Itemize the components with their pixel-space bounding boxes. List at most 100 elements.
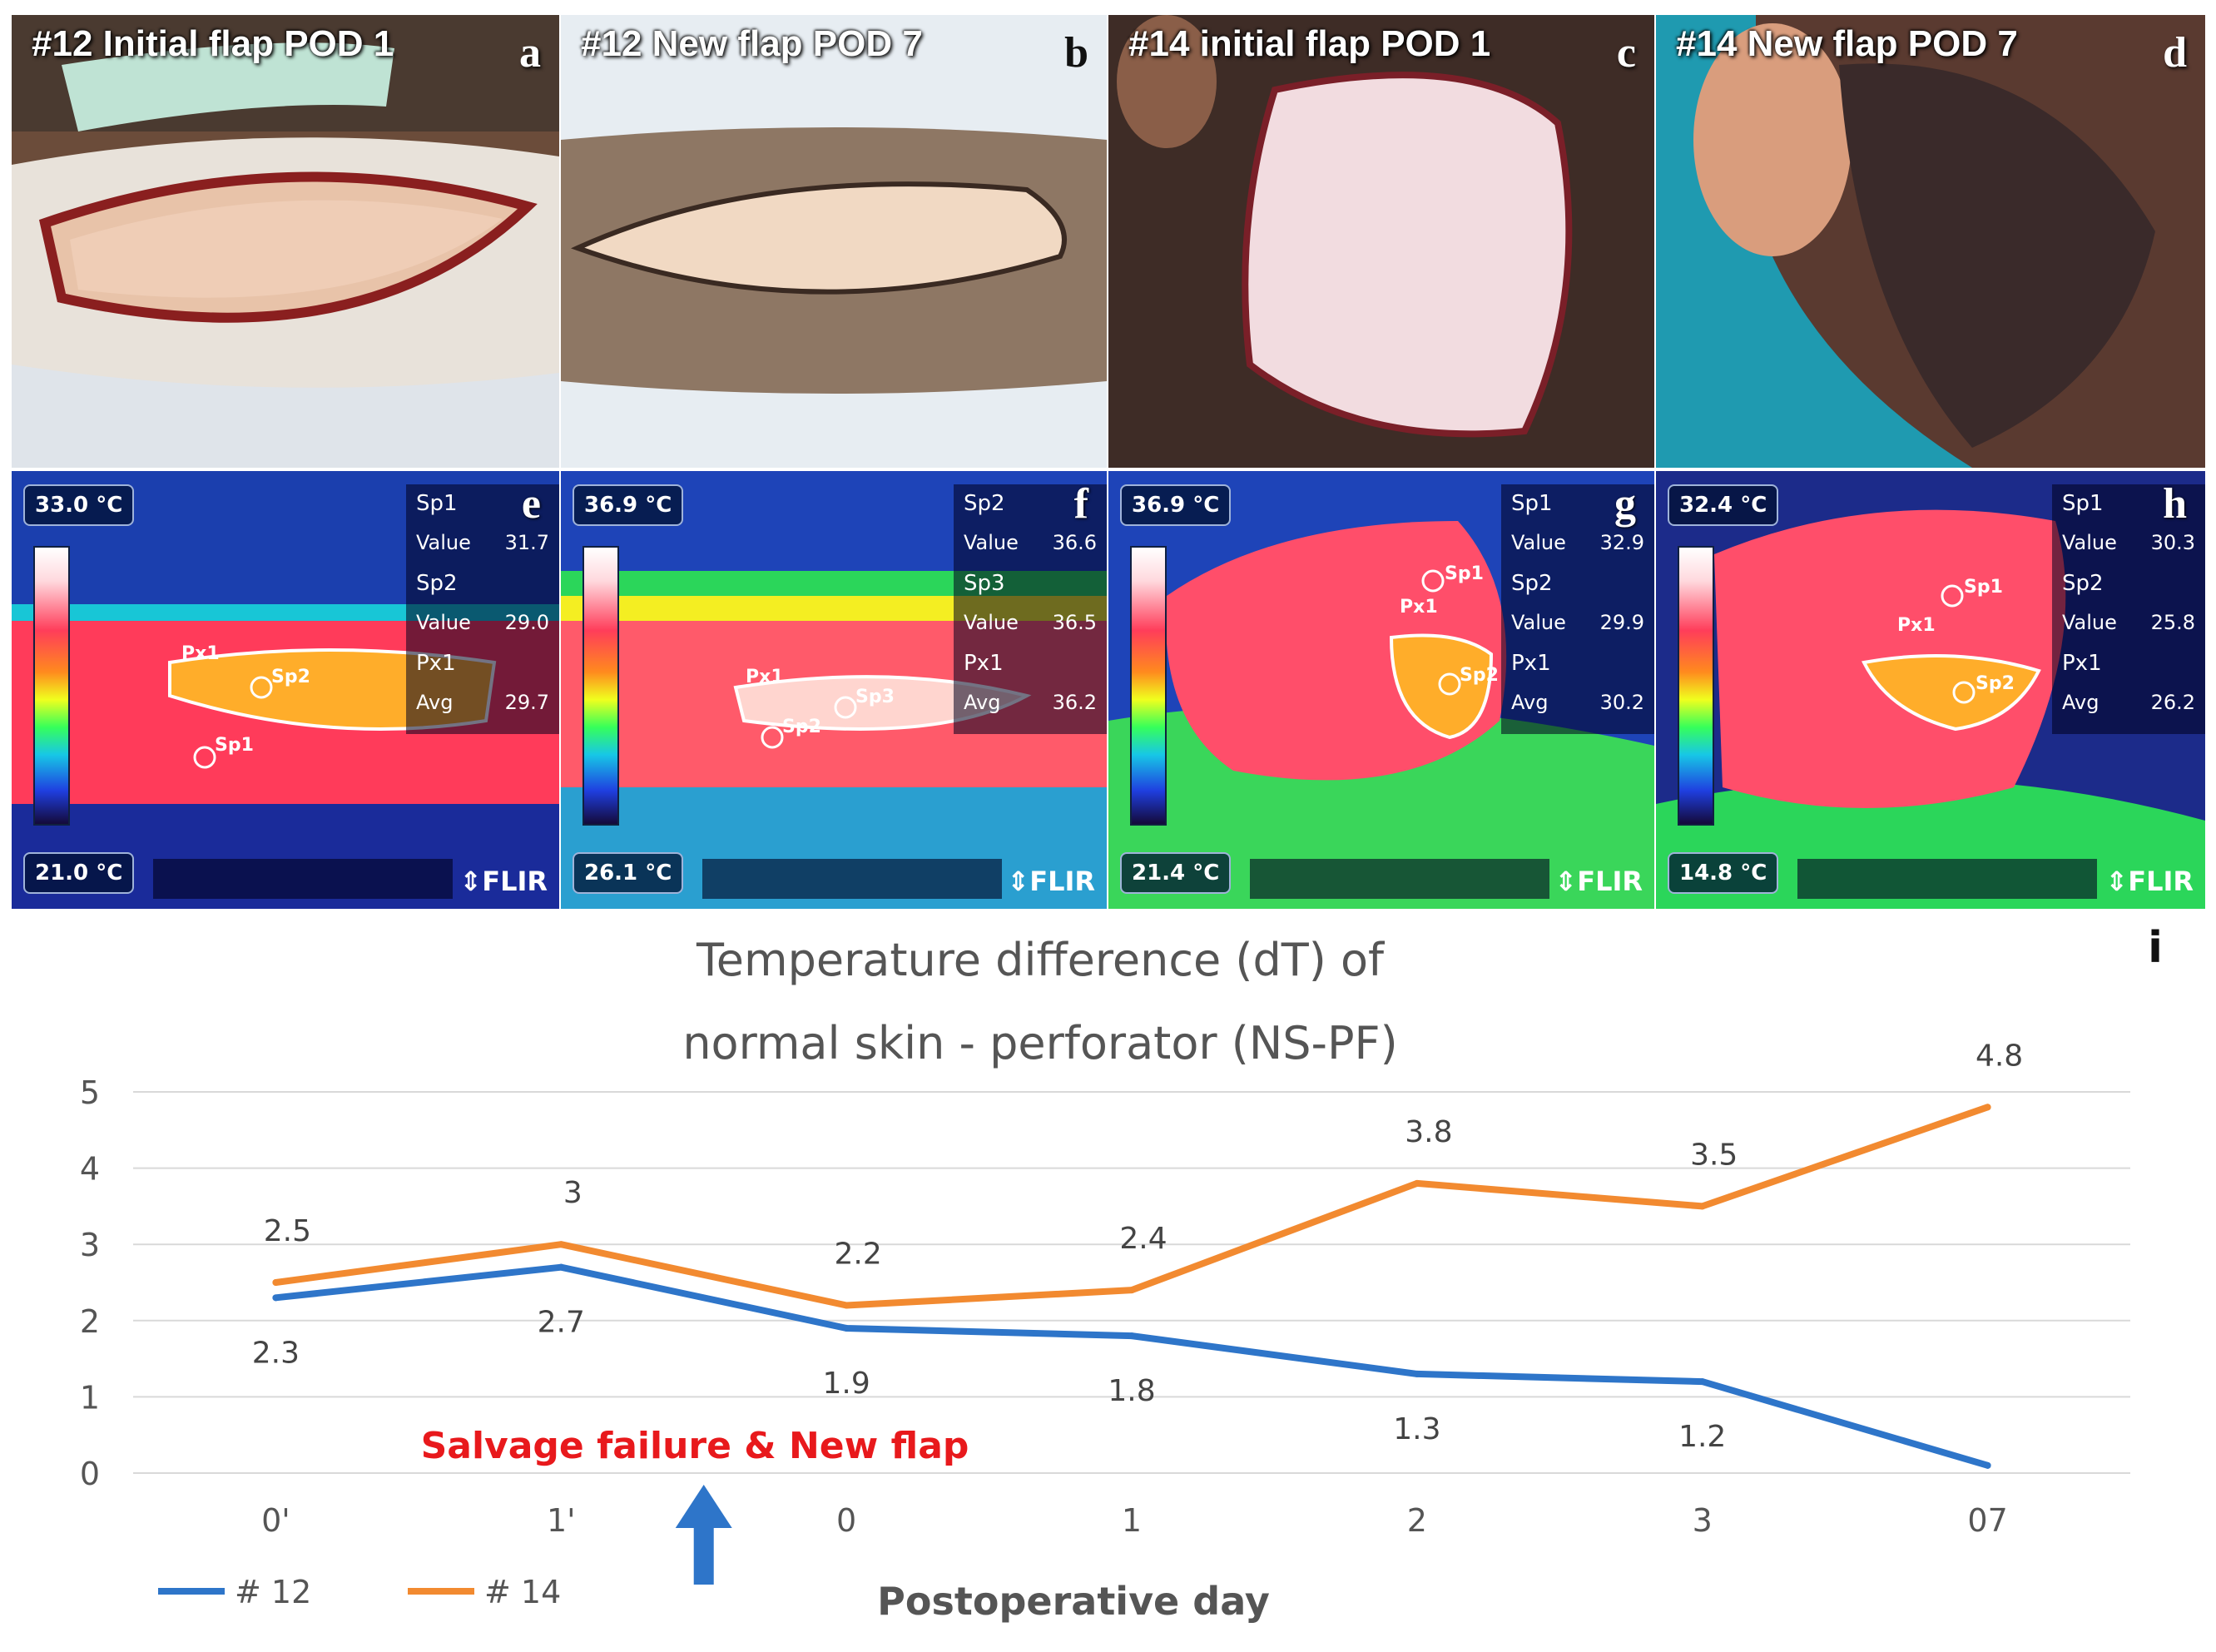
- min-temp: 26.1 °C: [573, 852, 684, 894]
- readout-label: Value: [964, 611, 1019, 634]
- measurement-readout: Sp1 Value 31.7 Sp2 Value 29.0 Px1 Avg 29.7: [406, 484, 559, 734]
- readout-label-sp2: Sp2: [2062, 571, 2104, 596]
- arrow-head: [675, 1485, 732, 1528]
- flap-photo-face-mesh: [1656, 15, 2205, 468]
- x-tick-label: 0: [836, 1502, 856, 1539]
- readout-label-sp1: Sp1: [1511, 491, 1553, 516]
- flap-photo-forearm: [12, 15, 559, 468]
- readout-value: 30.3: [2150, 531, 2195, 554]
- panel-letter: e: [521, 480, 541, 528]
- readout-label: Value: [1511, 611, 1566, 634]
- panel-letter: b: [1064, 29, 1088, 77]
- readout-value: 31.7: [504, 531, 549, 554]
- panel-title: #14 New flap POD 7: [1676, 23, 2018, 64]
- marker-px1: Px1: [746, 667, 784, 687]
- histogram: [1250, 859, 1549, 899]
- data-label: 3: [563, 1176, 583, 1210]
- photo-panel-b: #12 New flap POD 7 b: [561, 15, 1107, 468]
- data-point: [272, 1279, 280, 1286]
- readout-value: 29.7: [504, 691, 549, 714]
- readout-label: Avg: [964, 691, 1001, 714]
- color-scale: [33, 546, 70, 826]
- marker-sp3: Sp3: [855, 687, 895, 707]
- data-point: [843, 1302, 850, 1309]
- legend-label: # 14: [484, 1574, 561, 1610]
- readout-label: Avg: [1511, 691, 1549, 714]
- readout-row: Value 36.6: [964, 531, 1097, 554]
- measurement-readout: Sp1 Value 30.3 Sp2 Value 25.8 Px1 Avg 26.2: [2052, 484, 2205, 734]
- panel-letter: d: [2163, 29, 2187, 77]
- readout-label-px1: Px1: [1511, 651, 1551, 676]
- data-point: [1128, 1287, 1135, 1294]
- readout-value: 30.2: [1599, 691, 1644, 714]
- marker-sp2: Sp2: [782, 717, 821, 737]
- panel-title: #12 New flap POD 7: [581, 23, 923, 64]
- marker-px1: Px1: [1897, 615, 1936, 636]
- data-label: 4.8: [1976, 1039, 2023, 1073]
- data-point: [558, 1241, 565, 1248]
- panel-letter: i: [2148, 923, 2163, 973]
- data-label: 1.2: [1678, 1420, 1726, 1454]
- readout-label: Value: [2062, 531, 2117, 554]
- panel-letter: c: [1616, 29, 1636, 77]
- data-label: 1.3: [1393, 1412, 1440, 1446]
- thermal-panel-h: Px1 Sp1 Sp2 32.4 °C 14.8 °C Sp1 Value 30.…: [1656, 471, 2205, 909]
- readout-value: 25.8: [2150, 611, 2195, 634]
- readout-label-sp2: Sp2: [964, 491, 1005, 516]
- thermal-panel-g: Px1 Sp1 Sp2 36.9 °C 21.4 °C Sp1 Value 32.…: [1108, 471, 1654, 909]
- panel-letter: a: [519, 29, 541, 77]
- chart-title-line-2: normal skin - perforator (NS-PF): [682, 1017, 1397, 1069]
- marker-px1: Px1: [1400, 597, 1438, 618]
- readout-value: 29.0: [504, 611, 549, 634]
- data-label: 2.5: [264, 1214, 311, 1248]
- readout-label-sp3: Sp3: [964, 571, 1005, 596]
- readout-row: Avg 30.2: [1511, 691, 1644, 714]
- photo-panel-d: #14 New flap POD 7 d: [1656, 15, 2205, 468]
- data-label: 1.8: [1108, 1374, 1155, 1408]
- readout-row: Avg 29.7: [416, 691, 549, 714]
- x-tick-label: 2: [1407, 1502, 1427, 1539]
- data-label: 2.4: [1119, 1222, 1167, 1256]
- data-label: 2.2: [835, 1237, 882, 1271]
- thermal-image: Px1 Sp2 Sp1: [12, 471, 559, 909]
- readout-value: 36.2: [1052, 691, 1097, 714]
- readout-label: Avg: [2062, 691, 2099, 714]
- flap-photo-leg: [561, 15, 1107, 468]
- readout-row: Value 25.8: [2062, 611, 2195, 634]
- photo-panel-a: #12 Initial flap POD 1 a: [12, 15, 559, 468]
- marker-sp2: Sp2: [1976, 673, 2015, 694]
- color-scale: [1678, 546, 1714, 826]
- flir-logo: ⇕FLIR: [459, 866, 548, 897]
- readout-row: Value 29.9: [1511, 611, 1644, 634]
- flir-logo: ⇕FLIR: [1007, 866, 1095, 897]
- series-line-14: [272, 1104, 1991, 1309]
- data-point: [843, 1324, 850, 1332]
- readout-row: Value 36.5: [964, 611, 1097, 634]
- max-temp: 36.9 °C: [1120, 484, 1232, 526]
- readout-value: 26.2: [2150, 691, 2195, 714]
- y-tick-label: 4: [80, 1151, 100, 1188]
- data-point: [1984, 1461, 1991, 1469]
- marker-sp1: Sp1: [1964, 577, 2003, 598]
- readout-row: Avg 36.2: [964, 691, 1097, 714]
- data-label: 2.3: [252, 1336, 300, 1370]
- thermal-panel-f: Px1 Sp3 Sp2 36.9 °C 26.1 °C Sp2 Value 36.…: [561, 471, 1107, 909]
- legend-label: # 12: [235, 1574, 311, 1610]
- data-point: [1698, 1378, 1706, 1386]
- histogram: [1797, 859, 2097, 899]
- y-tick-label: 2: [80, 1303, 100, 1340]
- y-tick-label: 5: [80, 1074, 100, 1111]
- readout-value: 36.5: [1052, 611, 1097, 634]
- panel-letter: f: [1073, 480, 1088, 528]
- x-tick-label: 0': [261, 1502, 290, 1539]
- data-point: [1984, 1104, 1991, 1111]
- data-label: 2.7: [538, 1306, 585, 1340]
- readout-row: Value 29.0: [416, 611, 549, 634]
- measurement-readout: Sp1 Value 32.9 Sp2 Value 29.9 Px1 Avg 30.2: [1501, 484, 1654, 734]
- color-scale: [1130, 546, 1167, 826]
- marker-sp2: Sp2: [1460, 665, 1499, 686]
- y-tick-label: 3: [80, 1227, 100, 1263]
- marker-px1: Px1: [181, 643, 220, 664]
- marker-sp1: Sp1: [215, 735, 254, 756]
- marker-sp1: Sp1: [1445, 563, 1484, 584]
